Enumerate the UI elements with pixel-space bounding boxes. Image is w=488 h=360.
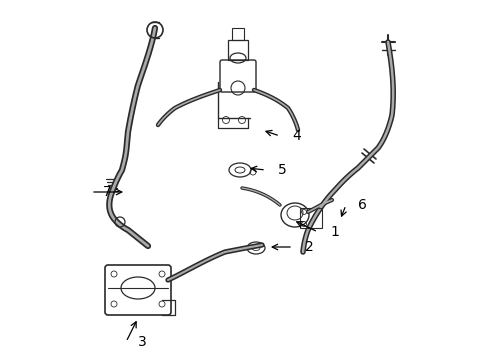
Text: 3: 3: [138, 335, 146, 349]
Text: 6: 6: [357, 198, 366, 212]
Text: 1: 1: [329, 225, 338, 239]
Text: 4: 4: [291, 129, 300, 143]
Text: 7: 7: [103, 185, 112, 199]
Text: 5: 5: [278, 163, 286, 177]
Text: 2: 2: [305, 240, 313, 254]
